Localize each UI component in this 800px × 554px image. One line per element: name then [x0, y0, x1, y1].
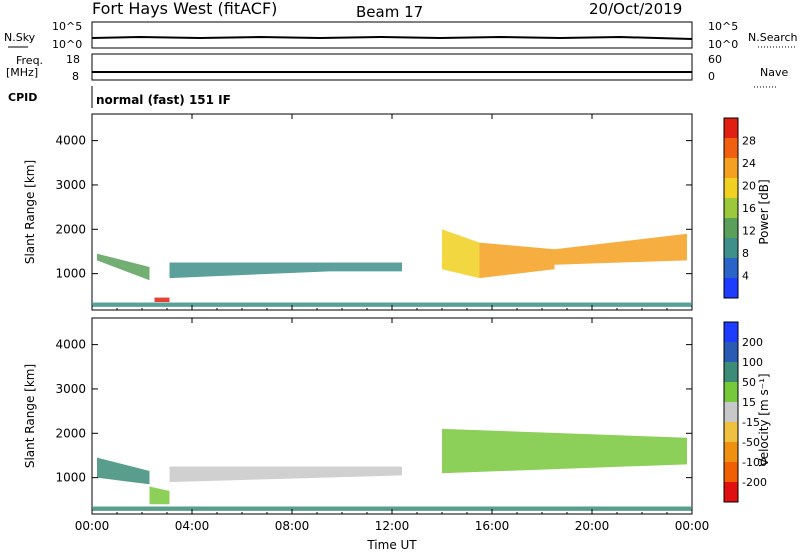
power-ylabel: Slant Range [km]	[23, 160, 37, 264]
power-colorbar-segment	[724, 118, 738, 138]
power-region-5	[479, 242, 555, 279]
velocity-colorbar-segment	[724, 382, 738, 402]
power-colorbar-segment	[724, 258, 738, 278]
cpid-text: normal (fast) 151 IF	[96, 93, 231, 107]
velocity-colorbar: 200 100 50 15 -15 -50 -100 -200	[723, 321, 767, 503]
power-colorbar-segment	[724, 198, 738, 218]
x-tick-label: 16:00	[475, 519, 510, 533]
velocity-axes: 00:00 04:00 08:00 12:00 16:00 20:00 00:00 1000 2…	[55, 318, 709, 533]
velocity-data-layer	[92, 428, 692, 511]
nave-tick-bottom: 0	[708, 70, 715, 83]
figure-title: Fort Hays West (fitACF)	[92, 0, 277, 18]
velocity-region-1	[149, 486, 170, 505]
nsky-label: N.Sky	[4, 31, 36, 44]
power-region-1	[154, 297, 170, 303]
freq-tick-bottom: 8	[72, 70, 79, 83]
power-y-tick-label: 1000	[55, 267, 86, 281]
power-colorbar-segment	[724, 218, 738, 238]
x-tick-label: 00:00	[675, 519, 710, 533]
x-tick-label: 00:00	[75, 519, 110, 533]
nsky-trace	[91, 35, 693, 40]
power-colorbar-tick-label: 12	[742, 225, 756, 238]
velocity-region-2	[169, 466, 402, 483]
nsky-tick-bottom: 10^0	[52, 38, 82, 51]
power-region-0	[97, 253, 150, 281]
nsearch-label: N.Search	[748, 31, 798, 44]
nsearch-tick-top: 10^5	[708, 20, 738, 33]
freq-tick-top: 18	[66, 53, 80, 66]
velocity-region-3	[442, 428, 687, 474]
velocity-region-0	[97, 457, 150, 485]
velocity-region-4	[92, 506, 692, 511]
velocity-colorbar-tick-label: 15	[742, 396, 756, 409]
x-tick-label: 20:00	[575, 519, 610, 533]
power-region-6	[554, 233, 687, 265]
power-colorbar-label: Power [dB]	[757, 179, 771, 244]
velocity-colorbar-segment	[724, 322, 738, 342]
velocity-colorbar-segment	[724, 342, 738, 362]
velocity-colorbar-tick-label: 100	[742, 356, 763, 369]
power-colorbar-segment	[724, 238, 738, 258]
power-colorbar: 4 8 12 16 20 24 28	[723, 117, 756, 299]
velocity-colorbar-segment	[724, 482, 738, 502]
velocity-colorbar-tick-label: 200	[742, 336, 763, 349]
nsearch-tick-bottom: 10^0	[708, 38, 738, 51]
velocity-panel: 00:00 04:00 08:00 12:00 16:00 20:00 00:00 1000 2…	[23, 317, 771, 533]
velocity-colorbar-segment	[724, 442, 738, 462]
power-colorbar-tick-label: 16	[742, 202, 756, 215]
velocity-colorbar-segment	[724, 422, 738, 442]
velocity-colorbar-label: Velocity [m s⁻¹]	[757, 373, 771, 466]
velocity-colorbar-segment	[724, 402, 738, 422]
velocity-colorbar-tick-label: -50	[742, 436, 760, 449]
cpid-label: CPID	[8, 91, 37, 104]
velocity-y-tick-label: 3000	[55, 382, 86, 396]
power-data-layer	[92, 229, 692, 307]
power-y-tick-label: 2000	[55, 222, 86, 236]
velocity-colorbar-tick-label: -100	[742, 456, 767, 469]
x-tick-label: 08:00	[275, 519, 310, 533]
velocity-colorbar-tick-label: 50	[742, 376, 756, 389]
x-tick-label: 04:00	[175, 519, 210, 533]
power-colorbar-segment	[724, 278, 738, 298]
freq-panel: Freq. [MHz] 18 8 60 0 Nave	[6, 53, 788, 88]
velocity-colorbar-segment	[724, 362, 738, 382]
nave-tick-top: 60	[708, 53, 722, 66]
power-colorbar-tick-label: 24	[742, 157, 756, 170]
power-region-4	[442, 229, 480, 279]
power-colorbar-segment	[724, 158, 738, 178]
nave-label: Nave	[760, 66, 788, 79]
date-label: 20/Oct/2019	[589, 0, 682, 18]
velocity-colorbar-tick-label: -15	[742, 416, 760, 429]
freq-label-2: [MHz]	[6, 66, 38, 79]
power-panel: 1000 2000 3000 4000 Slant Range [km] 4 8 12 16…	[23, 113, 771, 311]
power-y-tick-label: 3000	[55, 178, 86, 192]
power-region-2	[169, 262, 330, 279]
velocity-colorbar-segment	[724, 462, 738, 482]
x-tick-label: 12:00	[375, 519, 410, 533]
velocity-ylabel: Slant Range [km]	[23, 364, 37, 468]
freq-label-1: Freq.	[16, 54, 43, 67]
power-axes: 1000 2000 3000 4000	[55, 114, 693, 310]
power-colorbar-segment	[724, 178, 738, 198]
power-region-3	[329, 262, 402, 272]
power-colorbar-tick-label: 8	[742, 247, 749, 260]
power-colorbar-tick-label: 20	[742, 180, 756, 193]
beam-label: Beam 17	[356, 3, 423, 21]
velocity-colorbar-tick-label: -200	[742, 476, 767, 489]
power-colorbar-segment	[724, 138, 738, 158]
power-y-tick-label: 4000	[55, 134, 86, 148]
power-region-7	[92, 302, 692, 307]
velocity-y-tick-label: 2000	[55, 426, 86, 440]
power-colorbar-tick-label: 4	[742, 270, 749, 283]
nsky-panel: N.Sky 10^5 10^0 10^5 10^0 N.Search	[4, 20, 798, 51]
velocity-y-tick-label: 4000	[55, 338, 86, 352]
nsky-tick-top: 10^5	[52, 20, 82, 33]
x-axis-label: Time UT	[366, 538, 417, 552]
power-colorbar-frame	[723, 117, 739, 299]
velocity-y-tick-label: 1000	[55, 471, 86, 485]
power-colorbar-tick-label: 28	[742, 135, 756, 148]
velocity-colorbar-frame	[723, 321, 739, 503]
